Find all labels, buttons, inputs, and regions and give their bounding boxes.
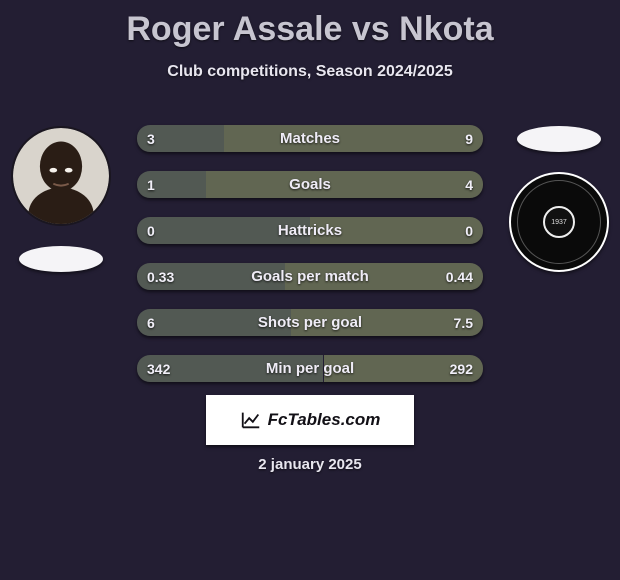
right-player-avatar	[517, 126, 601, 152]
bar-fill-left	[137, 125, 224, 152]
bar-fill-left	[137, 263, 285, 290]
bar-fill-left	[137, 171, 206, 198]
stat-row: Goals per match0.330.44	[137, 263, 483, 290]
stat-row: Min per goal342292	[137, 355, 483, 382]
page-title: Roger Assale vs Nkota	[0, 0, 620, 49]
stats-bars: Matches39 Goals14 Hattricks00 Goals per mat…	[137, 125, 483, 382]
bar-fill-right	[285, 263, 483, 290]
right-player-panel: 1937	[506, 126, 612, 272]
footer-date: 2 january 2025	[0, 456, 620, 473]
bar-fill-right	[291, 309, 483, 336]
stat-row: Goals14	[137, 171, 483, 198]
stat-row: Shots per goal67.5	[137, 309, 483, 336]
left-player-panel	[8, 126, 114, 272]
bar-fill-left	[137, 355, 323, 382]
bar-fill-right	[324, 355, 484, 382]
left-team-badge	[19, 246, 103, 272]
right-team-badge: 1937	[509, 172, 609, 272]
stat-row: Matches39	[137, 125, 483, 152]
stat-row: Hattricks00	[137, 217, 483, 244]
page-subtitle: Club competitions, Season 2024/2025	[0, 63, 620, 81]
chart-icon	[240, 409, 262, 431]
left-player-avatar	[11, 126, 111, 226]
bar-fill-right	[224, 125, 484, 152]
brand-badge: FcTables.com	[206, 395, 414, 445]
crest-year: 1937	[543, 206, 575, 238]
brand-text: FcTables.com	[268, 410, 381, 430]
bar-fill-right	[310, 217, 483, 244]
person-icon	[13, 128, 109, 224]
bar-fill-left	[137, 309, 291, 336]
bar-fill-left	[137, 217, 310, 244]
bar-fill-right	[206, 171, 483, 198]
